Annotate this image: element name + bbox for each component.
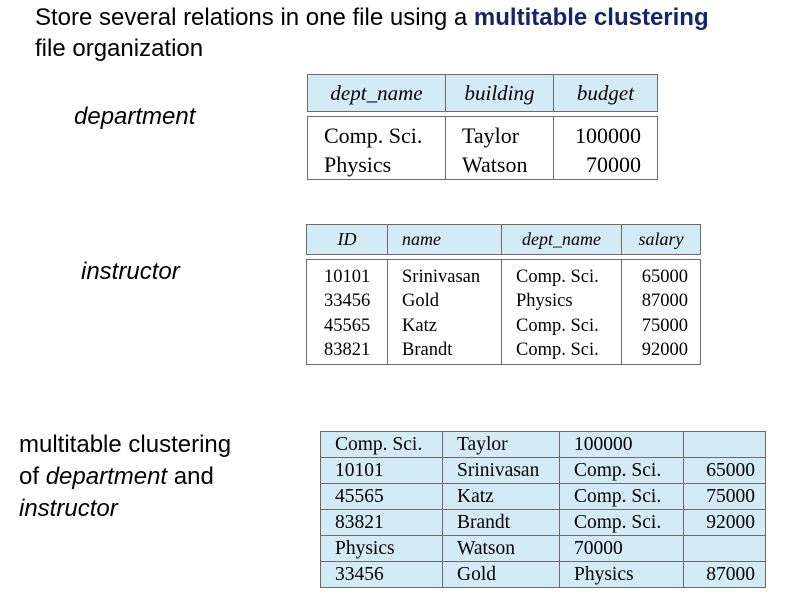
clustering-row-6-col-4: 87000	[683, 561, 766, 588]
department-row-2-building: Watson	[462, 152, 528, 177]
instructor-row-2-name: Gold	[402, 291, 439, 312]
clustering-row-2-col-3: Comp. Sci.	[559, 457, 684, 484]
instructor-row-2-salary: 87000	[641, 291, 688, 312]
instructor-header-table: ID name dept_name salary	[306, 224, 701, 255]
clustering-row-4-col-1: 83821	[320, 509, 443, 536]
instructor-cell-id: 10101 33456 45565 83821	[306, 259, 388, 365]
department-label: department	[74, 103, 196, 130]
clustering-row-1-col-3: 100000	[559, 431, 684, 458]
instructor-row-4-salary: 92000	[641, 339, 688, 360]
instructor-row-1-name: Srinivasan	[402, 267, 481, 287]
department-row-1-dept-name: Comp. Sci.	[324, 123, 423, 148]
instructor-col-id: ID	[306, 224, 388, 255]
clustering-label-instructor: instructor	[19, 495, 118, 522]
clustering-row-6-col-2: Gold	[442, 561, 560, 588]
clustering-row-1-col-4	[683, 431, 766, 458]
clustering-row-6-col-1: 33456	[320, 561, 443, 588]
department-cell-building: Taylor Watson	[445, 116, 554, 180]
instructor-row-4-name: Brandt	[402, 339, 453, 360]
instructor-row-4-dept-name: Comp. Sci.	[516, 339, 599, 360]
department-row-1-building: Taylor	[462, 123, 520, 148]
instructor-col-dept-name: dept_name	[501, 224, 622, 255]
department-cell-budget: 100000 70000	[553, 116, 658, 180]
clustering-row-1-col-2: Taylor	[442, 431, 560, 458]
clustering-row-1-col-1: Comp. Sci.	[320, 431, 443, 458]
clustering-row-4-col-4: 92000	[683, 509, 766, 536]
table-row: 45565 Katz Comp. Sci. 75000	[320, 483, 766, 510]
instructor-row-1-id: 10101	[324, 267, 371, 287]
department-cell-dept-name: Comp. Sci. Physics	[307, 116, 446, 180]
title-highlight: multitable clustering	[473, 4, 709, 31]
instructor-row-3-id: 45565	[324, 315, 371, 336]
table-row: Physics Watson 70000	[320, 535, 766, 562]
clustering-row-5-col-1: Physics	[320, 535, 443, 562]
table-row: 83821 Brandt Comp. Sci. 92000	[320, 509, 766, 536]
clustering-row-6-col-3: Physics	[559, 561, 684, 588]
clustering-label-of: of	[19, 463, 46, 490]
department-col-budget: budget	[553, 74, 658, 112]
department-row-2-budget: 70000	[586, 152, 641, 177]
instructor-table: 10101 33456 45565 83821 Srinivasan Gold …	[306, 259, 701, 365]
clustering-label: multitable clustering of department and …	[19, 429, 231, 525]
clustering-row-3-col-4: 75000	[683, 483, 766, 510]
clustering-row-2-col-4: 65000	[683, 457, 766, 484]
clustering-row-4-col-3: Comp. Sci.	[559, 509, 684, 536]
instructor-cell-name: Srinivasan Gold Katz Brandt	[387, 259, 502, 365]
instructor-row-1-dept-name: Comp. Sci.	[516, 267, 599, 287]
instructor-row-3-name: Katz	[402, 315, 437, 336]
clustering-row-3-col-3: Comp. Sci.	[559, 483, 684, 510]
clustering-row-3-col-2: Katz	[442, 483, 560, 510]
title-suffix: file organization	[35, 35, 204, 62]
instructor-row-3-salary: 75000	[641, 315, 688, 336]
slide-title: Store several relations in one file usin…	[35, 2, 795, 64]
clustering-table: Comp. Sci. Taylor 100000 10101 Srinivasa…	[320, 431, 766, 588]
clustering-row-5-col-4	[683, 535, 766, 562]
instructor-row-4-id: 83821	[324, 339, 371, 360]
instructor-row-2-id: 33456	[324, 291, 371, 312]
clustering-row-3-col-1: 45565	[320, 483, 443, 510]
clustering-row-4-col-2: Brandt	[442, 509, 560, 536]
instructor-label: instructor	[81, 258, 180, 285]
department-col-building: building	[445, 74, 554, 112]
instructor-col-salary: salary	[621, 224, 701, 255]
clustering-label-and: and	[167, 463, 214, 490]
instructor-row-2-dept-name: Physics	[516, 291, 573, 312]
department-row-2-dept-name: Physics	[324, 152, 392, 177]
clustering-row-2-col-2: Srinivasan	[442, 457, 560, 484]
title-prefix: Store several relations in one file usin…	[35, 4, 474, 31]
instructor-row-1-salary: 65000	[641, 267, 688, 287]
department-header-table: dept_name building budget	[307, 74, 658, 112]
instructor-cell-dept-name: Comp. Sci. Physics Comp. Sci. Comp. Sci.	[501, 259, 622, 365]
instructor-cell-salary: 65000 87000 75000 92000	[621, 259, 701, 365]
department-row-1-budget: 100000	[575, 123, 641, 148]
clustering-row-2-col-1: 10101	[320, 457, 443, 484]
instructor-row-3-dept-name: Comp. Sci.	[516, 315, 599, 336]
table-row: Comp. Sci. Taylor 100000	[320, 431, 766, 458]
clustering-row-5-col-3: 70000	[559, 535, 684, 562]
instructor-col-name: name	[387, 224, 502, 255]
clustering-label-department: department	[45, 463, 168, 490]
department-table: Comp. Sci. Physics Taylor Watson 100000 …	[307, 116, 658, 180]
department-col-dept-name: dept_name	[307, 74, 446, 112]
table-row: 10101 Srinivasan Comp. Sci. 65000	[320, 457, 766, 484]
clustering-label-line1: multitable clustering	[19, 431, 232, 458]
table-row: 33456 Gold Physics 87000	[320, 561, 766, 588]
clustering-row-5-col-2: Watson	[442, 535, 560, 562]
